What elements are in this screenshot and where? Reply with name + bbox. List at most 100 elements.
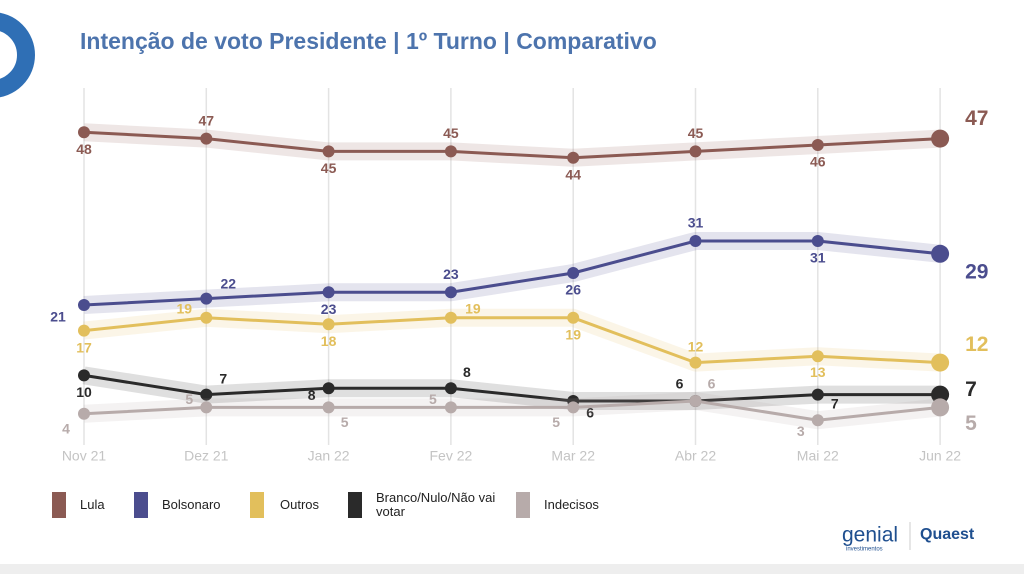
x-tick-label: Mai 22 [797, 448, 839, 464]
logo-quaest: Quaest [920, 526, 975, 543]
data-label: 47 [965, 107, 988, 130]
logo-genial: genial [842, 524, 898, 547]
data-label: 6 [586, 405, 594, 421]
data-label: 7 [965, 378, 977, 401]
point [811, 235, 824, 247]
chart-title: Intenção de voto Presidente | 1º Turno |… [80, 28, 657, 54]
legend-label: Indecisos [544, 497, 599, 512]
point [811, 350, 824, 363]
point [78, 299, 90, 311]
point [931, 385, 950, 404]
data-label: 18 [321, 333, 337, 349]
point [200, 401, 213, 414]
series-line [83, 399, 941, 422]
point [322, 145, 335, 158]
point [811, 388, 824, 401]
point [200, 132, 213, 145]
point [811, 139, 824, 151]
point [322, 286, 335, 299]
logo-arc [0, 12, 35, 98]
point [444, 286, 457, 299]
point [200, 388, 213, 401]
data-label: 6 [676, 376, 684, 392]
data-label: 12 [965, 333, 988, 356]
data-label: 23 [321, 301, 337, 317]
point [444, 145, 457, 158]
data-label: 47 [199, 112, 215, 128]
legend-swatch [348, 492, 362, 518]
data-label: 29 [965, 260, 988, 283]
data-label: 7 [831, 395, 839, 411]
data-label: 45 [688, 125, 704, 141]
bottom-strip [0, 564, 1024, 574]
data-label: 5 [185, 391, 193, 407]
point [78, 324, 90, 337]
data-label: 48 [76, 141, 92, 157]
point [689, 395, 702, 407]
point [322, 382, 335, 395]
point [78, 369, 90, 382]
legend-label: Bolsonaro [162, 497, 221, 512]
legend-label: Outros [280, 497, 320, 512]
point [322, 401, 335, 414]
point [811, 414, 824, 427]
point [567, 311, 580, 324]
legend-label: Branco/Nulo/Não vai votar [376, 490, 496, 519]
point [567, 267, 580, 279]
legend-swatch [250, 492, 264, 518]
data-label: 45 [321, 160, 337, 176]
x-tick-label: Jan 22 [308, 448, 350, 464]
point [444, 311, 457, 324]
x-tick-label: Mar 22 [551, 448, 595, 464]
series-line [83, 239, 941, 307]
data-label: 22 [221, 275, 237, 291]
x-tick-label: Dez 21 [184, 448, 229, 464]
data-label: 21 [50, 309, 66, 325]
x-tick-label: Jun 22 [919, 448, 961, 464]
data-label: 46 [810, 154, 826, 170]
legend-swatch [516, 492, 530, 518]
data-label: 19 [465, 301, 481, 317]
data-label: 6 [708, 376, 716, 392]
data-label: 26 [565, 282, 581, 298]
x-tick-label: Abr 22 [675, 448, 716, 464]
data-label: 5 [341, 414, 349, 430]
point [200, 292, 213, 305]
point [200, 311, 213, 324]
point [931, 353, 950, 372]
point [444, 382, 457, 395]
series-line [83, 373, 941, 403]
data-label: 5 [552, 414, 560, 430]
point [567, 151, 580, 164]
data-label: 5 [965, 412, 977, 435]
point [931, 129, 950, 148]
legend-label: Lula [80, 497, 105, 512]
data-label: 44 [565, 167, 581, 183]
logo-genial-sub: investimentos [846, 547, 883, 553]
data-label: 10 [76, 384, 92, 400]
point [322, 318, 335, 331]
x-tick-label: Nov 21 [62, 448, 107, 464]
data-label: 7 [219, 370, 227, 386]
data-label: 31 [810, 250, 826, 266]
legend-swatch [52, 492, 66, 518]
point [444, 401, 457, 414]
legend-swatch [134, 492, 148, 518]
data-label: 8 [463, 364, 471, 380]
data-label: 3 [797, 423, 805, 439]
series-line [83, 316, 941, 365]
x-tick-label: Fev 22 [429, 448, 472, 464]
point [78, 126, 90, 139]
series-line [83, 130, 941, 160]
point [689, 356, 702, 369]
point [931, 244, 950, 263]
point [78, 407, 90, 420]
data-label: 45 [443, 125, 459, 141]
data-label: 31 [688, 215, 704, 231]
data-label: 17 [76, 339, 92, 355]
point [931, 398, 950, 417]
data-label: 19 [177, 301, 193, 317]
data-label: 4 [62, 421, 70, 437]
